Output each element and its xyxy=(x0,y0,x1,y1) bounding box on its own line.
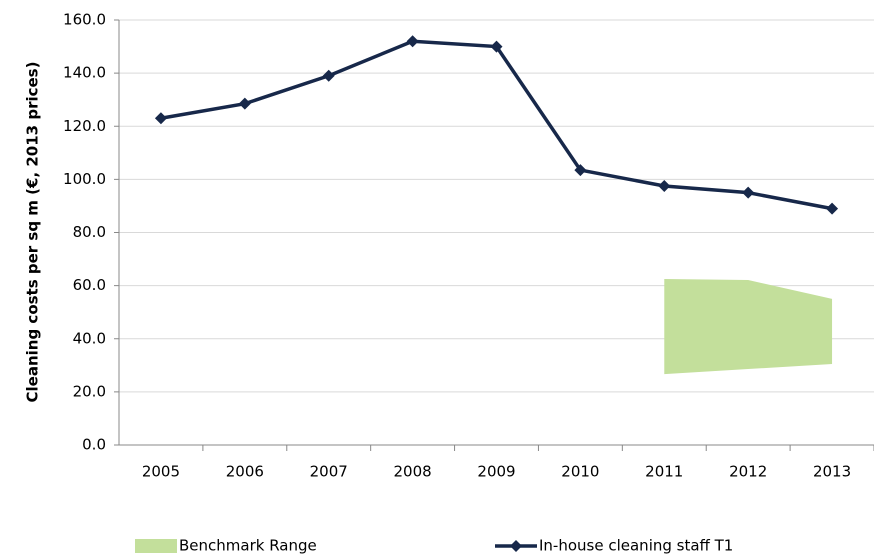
x-tick-label: 2009 xyxy=(477,463,515,481)
line xyxy=(160,39,833,211)
marker xyxy=(742,186,755,199)
range-area xyxy=(664,278,833,375)
y-tick-label: 80.0 xyxy=(73,223,106,241)
y-axis-label: Cleaning costs per sq m (€, 2013 prices) xyxy=(24,62,42,403)
y-tick-label: 120.0 xyxy=(63,117,106,135)
marker xyxy=(238,97,251,110)
marker xyxy=(490,40,503,53)
marker xyxy=(406,35,419,48)
x-tick-label: 2008 xyxy=(394,463,432,481)
y-tick-label: 100.0 xyxy=(63,170,106,188)
legend-label: In-house cleaning staff T1 xyxy=(539,537,733,555)
y-tick-label: 0.0 xyxy=(82,436,106,454)
x-tick-label: 2007 xyxy=(310,463,348,481)
y-tick-label: 160.0 xyxy=(63,11,106,29)
legend-marker xyxy=(510,540,522,552)
marker xyxy=(154,112,167,125)
x-tick-label: 2013 xyxy=(813,463,851,481)
marker xyxy=(574,164,587,177)
x-tick-label: 2011 xyxy=(645,463,683,481)
x-tick-label: 2006 xyxy=(226,463,264,481)
marker xyxy=(658,180,671,193)
marker xyxy=(826,202,839,215)
x-tick-label: 2010 xyxy=(561,463,599,481)
y-tick-label: 20.0 xyxy=(73,382,106,400)
x-tick-label: 2012 xyxy=(729,463,767,481)
y-tick-label: 140.0 xyxy=(63,64,106,82)
legend-label: Benchmark Range xyxy=(179,537,317,555)
legend-swatch xyxy=(135,539,177,553)
y-tick-label: 40.0 xyxy=(73,329,106,347)
marker xyxy=(322,69,335,82)
y-tick-label: 60.0 xyxy=(73,276,106,294)
x-tick-label: 2005 xyxy=(142,463,180,481)
